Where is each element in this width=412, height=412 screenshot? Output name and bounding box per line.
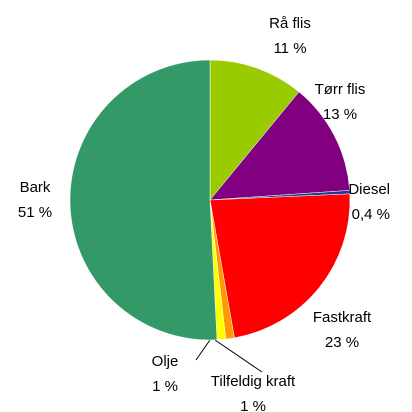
slice-label: Rå flis xyxy=(269,15,311,32)
pie-slice xyxy=(209,59,300,201)
slice-label: Diesel xyxy=(348,181,390,198)
slice-value-label: 13 % xyxy=(323,106,357,123)
slice-label: Olje xyxy=(152,353,179,370)
slice-value-label: 11 % xyxy=(273,40,306,57)
pie-slice xyxy=(209,91,350,201)
slice-label: Fastkraft xyxy=(313,309,372,326)
pie-slice xyxy=(69,59,218,341)
leader-line xyxy=(214,339,263,373)
slice-value-label: 1 % xyxy=(240,398,266,412)
slice-value-label: 51 % xyxy=(18,204,52,221)
slice-label: Bark xyxy=(20,179,51,196)
leader-line xyxy=(195,339,211,361)
slice-label: Tørr flis xyxy=(315,81,366,98)
slice-value-label: 1 % xyxy=(152,378,178,395)
slice-value-label: 23 % xyxy=(325,334,359,351)
slice-value-label: 0,4 % xyxy=(352,206,390,223)
pie-slice xyxy=(209,193,351,339)
slice-label: Tilfeldig kraft xyxy=(211,373,296,390)
